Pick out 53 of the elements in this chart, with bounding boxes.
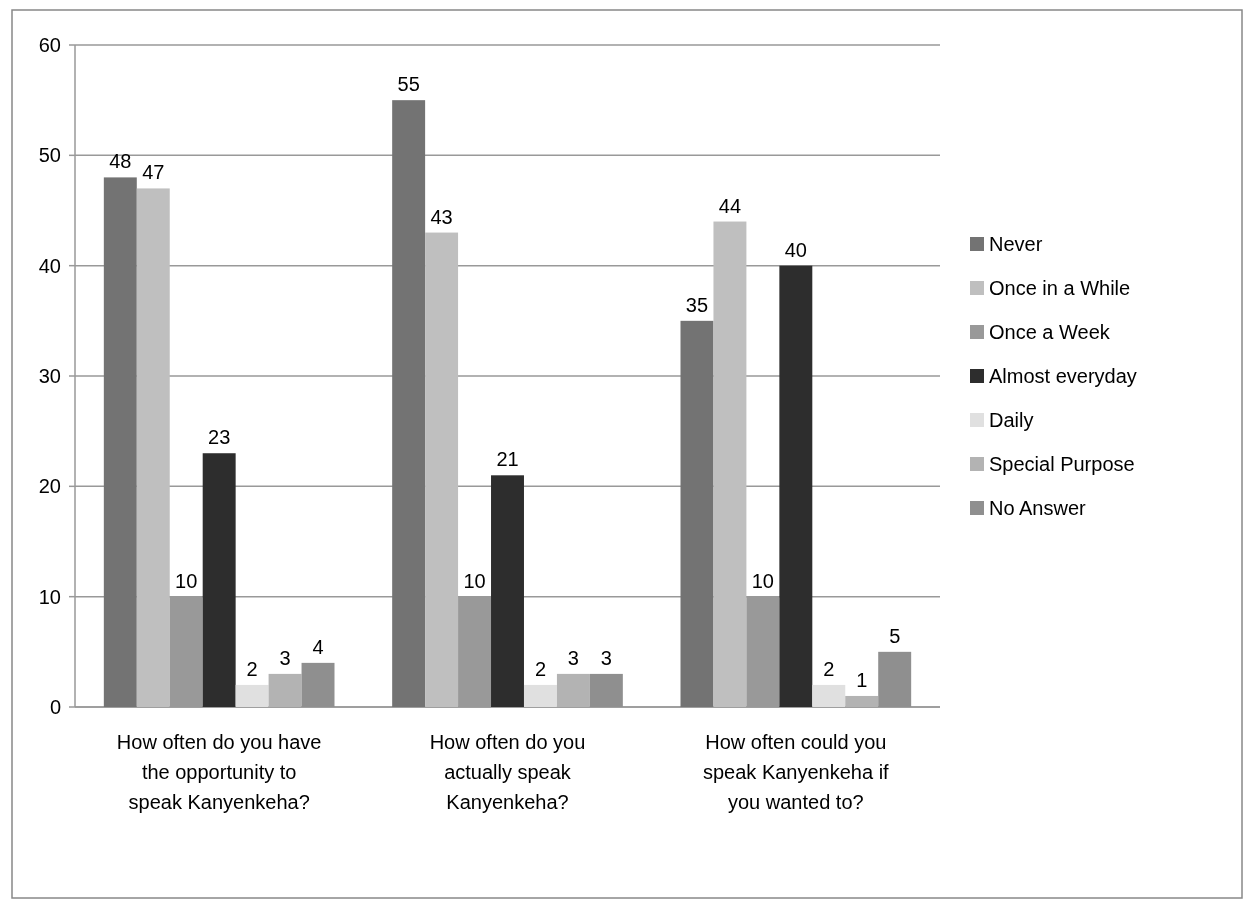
bar — [202, 453, 236, 707]
data-label: 4 — [312, 635, 324, 658]
y-tick-label: 60 — [38, 34, 61, 56]
data-label: 3 — [567, 646, 579, 669]
x-tick-label: How often do you have the opportunity to speak Kanyenkeha? — [116, 731, 322, 813]
data-label: 43 — [430, 205, 453, 228]
y-tick-label: 20 — [38, 475, 61, 498]
y-tick-label: 0 — [49, 696, 61, 718]
data-label: 2 — [246, 657, 258, 680]
bar — [713, 221, 747, 707]
legend-label: No Answer — [989, 497, 1087, 519]
y-tick-label: 30 — [38, 365, 61, 387]
bar — [491, 475, 524, 707]
data-label: 47 — [142, 161, 165, 184]
data-label: 1 — [856, 668, 868, 691]
legend-label: Once in a While — [989, 277, 1131, 299]
bar — [845, 695, 879, 707]
bar — [268, 673, 302, 707]
data-label: 10 — [751, 569, 775, 592]
data-label: 35 — [685, 293, 709, 316]
bar — [425, 232, 459, 707]
legend-label: Daily — [989, 409, 1034, 431]
y-tick-label: 10 — [38, 585, 61, 608]
data-label: 3 — [279, 646, 291, 669]
bar — [523, 684, 557, 707]
data-label: 2 — [823, 657, 835, 680]
data-label: 10 — [463, 569, 486, 592]
data-label: 23 — [208, 426, 231, 449]
data-label: 10 — [175, 569, 198, 592]
data-label: 55 — [397, 73, 420, 96]
data-label: 21 — [496, 448, 519, 471]
bar — [779, 265, 813, 707]
bar — [556, 673, 590, 707]
bar — [812, 684, 846, 707]
bar — [235, 684, 269, 707]
data-label: 48 — [109, 150, 132, 173]
bar — [103, 177, 137, 707]
legend-label: Once a Week — [989, 321, 1111, 343]
data-label: 44 — [718, 194, 742, 217]
legend-label: Almost everyday — [989, 365, 1137, 387]
bar — [136, 188, 170, 707]
data-label: 2 — [534, 657, 547, 680]
legend-label: Special Purpose — [989, 453, 1135, 475]
data-label: 40 — [784, 238, 807, 261]
data-label: 3 — [600, 646, 612, 669]
bar — [680, 320, 714, 707]
legend-label: Never — [989, 233, 1043, 255]
y-tick-label: 50 — [38, 144, 61, 167]
data-label: 5 — [889, 624, 901, 647]
x-tick-label: How often could you speak Kanyenkeha if you wanted to? — [702, 731, 890, 813]
y-tick-label: 40 — [38, 254, 61, 277]
bar — [392, 100, 426, 707]
x-tick-label: How often do you actually speak Kanyenkeha? — [429, 731, 586, 813]
